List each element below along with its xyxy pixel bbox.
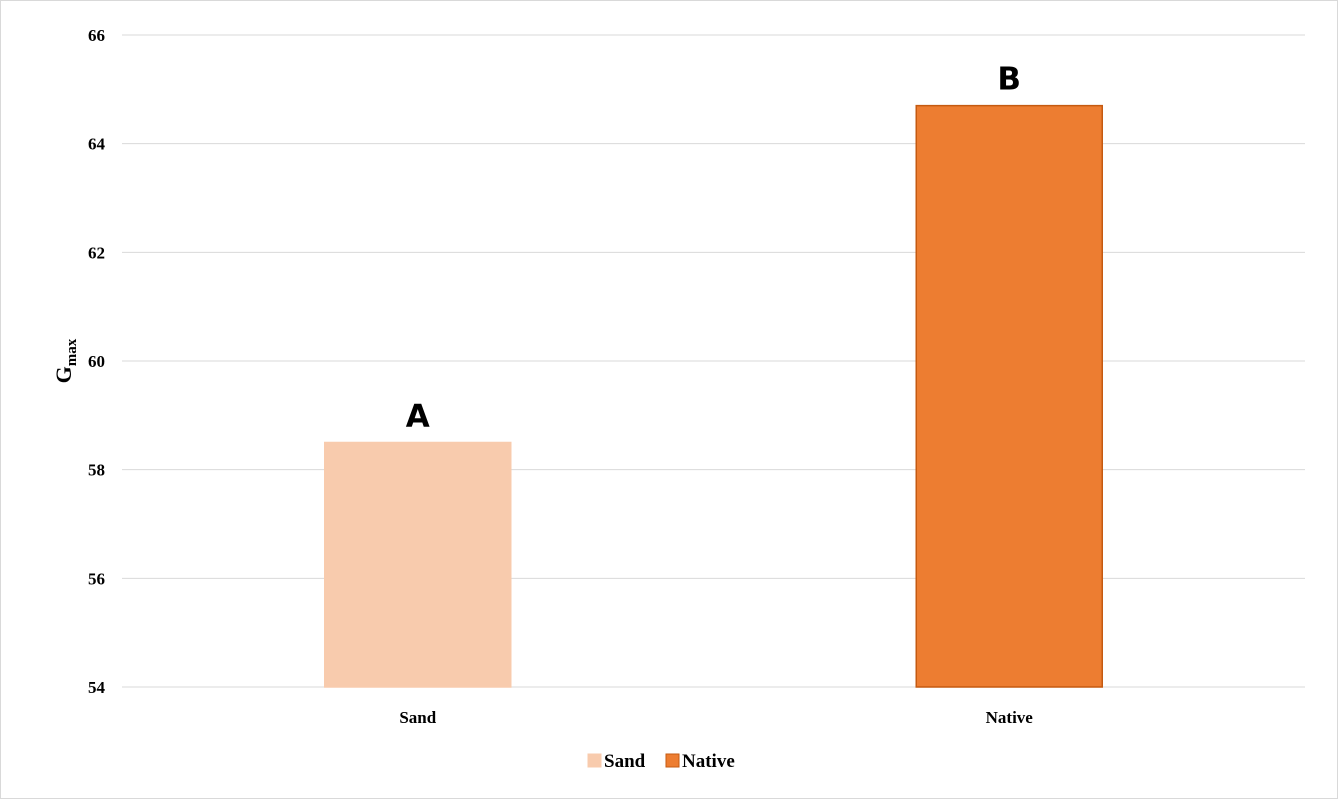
- y-axis-ticks: 54 56 58 60 62 64 66: [88, 26, 106, 697]
- legend-swatch: [587, 753, 602, 768]
- bar-annotations: AB: [406, 62, 1021, 435]
- y-tick-label: 54: [88, 678, 106, 697]
- y-axis-label-subscript: max: [64, 338, 80, 366]
- y-tick-label: 64: [88, 135, 106, 154]
- y-tick-label: 60: [88, 352, 105, 371]
- legend-item-native: Native: [665, 751, 735, 772]
- y-tick-label: 58: [88, 461, 105, 480]
- y-axis-label: Gmax: [51, 338, 80, 383]
- legend-label: Native: [682, 751, 735, 772]
- x-category-label: Sand: [399, 708, 436, 727]
- y-tick-label: 62: [88, 243, 105, 262]
- y-axis-label-main: G: [51, 366, 76, 383]
- y-tick-label: 56: [88, 569, 105, 588]
- bar-annotation: A: [406, 399, 430, 435]
- legend: Sand Native: [587, 751, 735, 772]
- x-category-label: Native: [986, 708, 1034, 727]
- bar-annotation: B: [997, 62, 1021, 98]
- legend-item-sand: Sand: [587, 751, 646, 772]
- bar-sand: [324, 441, 512, 688]
- legend-swatch: [665, 753, 680, 768]
- y-tick-label: 66: [88, 26, 105, 45]
- legend-label: Sand: [604, 751, 646, 772]
- bars: [324, 104, 1103, 688]
- bar-native: [915, 104, 1103, 688]
- x-axis-categories: Sand Native: [399, 708, 1033, 727]
- gridlines: [122, 34, 1305, 688]
